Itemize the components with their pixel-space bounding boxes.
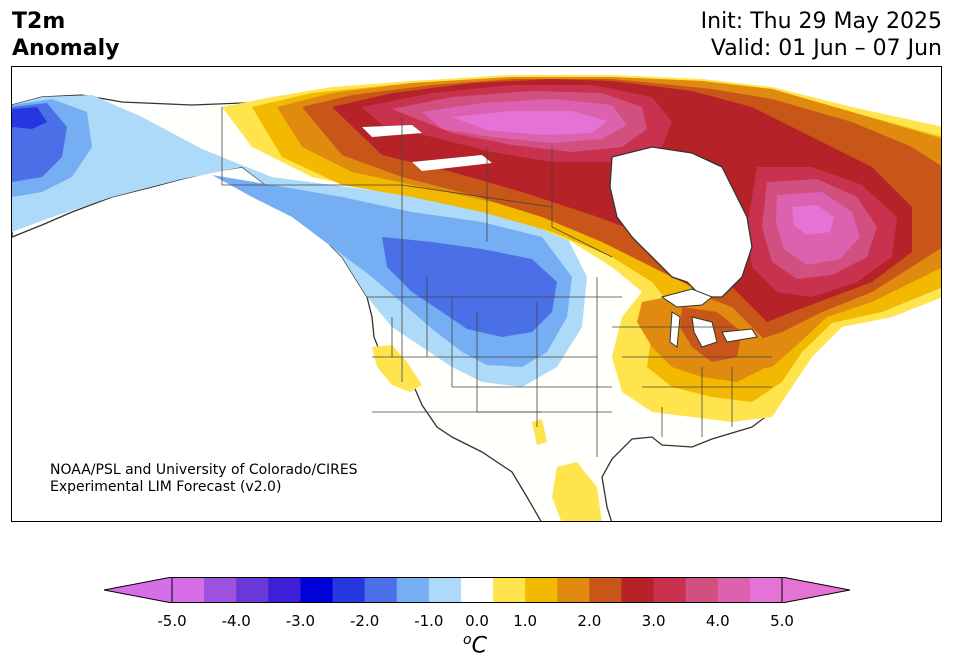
units-label: oC <box>463 632 487 658</box>
colorbar-swatch <box>589 577 622 603</box>
variable-label: T2m <box>12 9 66 34</box>
colorbar-tick-label: -2.0 <box>349 612 380 630</box>
colorbar-frame <box>171 577 783 603</box>
colorbar-swatch <box>268 577 301 603</box>
field-label: Anomaly <box>12 36 120 61</box>
colorbar-swatch <box>396 577 430 603</box>
hudson-bay-water <box>609 146 753 298</box>
colorbar-extend-under <box>104 577 173 603</box>
colorbar-swatch <box>653 577 687 603</box>
political-borders <box>221 107 772 457</box>
credit-line-1: NOAA/PSL and University of Colorado/CIRE… <box>50 462 358 478</box>
credit-text: NOAA/PSL and University of Colorado/CIRE… <box>50 462 358 496</box>
forecast-dates: Init: Thu 29 May 2025 Valid: 01 Jun – 07… <box>701 8 942 62</box>
colorbar-tick-label: 0.0 <box>465 612 489 630</box>
colorbar-swatch <box>428 577 462 603</box>
colorbar-tick-label: 2.0 <box>577 612 602 630</box>
gulf-warm <box>532 419 547 445</box>
colorbar-swatch <box>300 577 334 603</box>
colorbar-swatch <box>749 577 783 603</box>
map-svg <box>12 75 941 521</box>
colorbar-tick-label: 4.0 <box>705 612 730 630</box>
colorbar-swatch <box>717 577 751 603</box>
map-title: T2m Anomaly <box>12 8 119 62</box>
arctic-channel <box>362 125 492 171</box>
colorbar-tick-label: -1.0 <box>414 612 444 630</box>
cold-anomaly-core <box>12 107 47 129</box>
colorbar-tick-label: -4.0 <box>221 612 251 630</box>
colorbar-extend-over <box>781 577 850 603</box>
colorbar-tick-label: -3.0 <box>285 612 316 630</box>
colorbar-tick-label: 1.0 <box>513 612 538 630</box>
colorbar-swatch <box>621 577 655 603</box>
colorbar-tick-label: -5.0 <box>157 612 187 630</box>
colorbar-swatch <box>172 577 205 603</box>
init-date: Init: Thu 29 May 2025 <box>700 9 942 34</box>
colorbar-swatch <box>557 577 590 603</box>
colorbar-swatch <box>685 577 719 603</box>
units-base: C <box>471 633 487 659</box>
warm-anomaly-magenta <box>452 111 607 135</box>
colorbar <box>104 577 850 603</box>
credit-line-2: Experimental LIM Forecast (v2.0) <box>50 479 282 495</box>
colorbar-swatch <box>332 577 366 603</box>
colorbar-swatch <box>460 577 494 603</box>
colorbar-swatch <box>236 577 269 603</box>
great-lakes-water <box>660 288 758 348</box>
colorbar-swatch <box>204 577 237 603</box>
units-superscript: o <box>463 632 472 648</box>
colorbar-tick-label: 3.0 <box>641 612 666 630</box>
mexico-warm <box>552 462 602 521</box>
colorbar-swatch <box>493 577 526 603</box>
warm-anomaly-magenta-2 <box>792 205 834 235</box>
colorbar-swatch <box>525 577 558 603</box>
colorbar-swatch <box>364 577 398 603</box>
cold-anomaly-strong-2 <box>382 237 557 337</box>
colorbar-tick-label: 5.0 <box>770 612 794 630</box>
anomaly-map: NOAA/PSL and University of Colorado/CIRE… <box>11 66 942 522</box>
valid-dates: Valid: 01 Jun – 07 Jun <box>710 36 942 61</box>
